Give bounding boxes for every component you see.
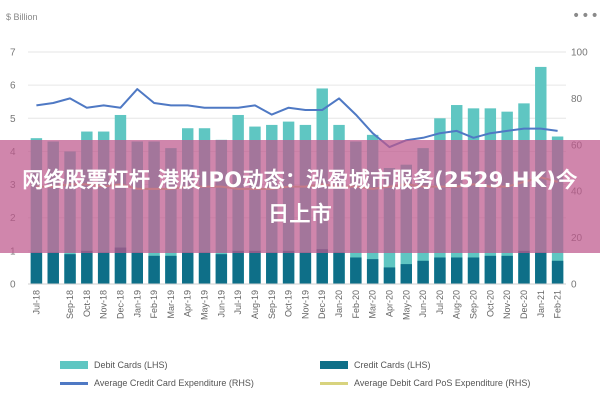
overlay-banner: 网络股票杠杆 港股IPO动态：泓盈城市服务(2529.HK)今日上市 [0,140,600,253]
legend-swatch-debit [60,361,88,369]
bar-credit [97,252,110,284]
legend-item-credit: Credit Cards (LHS) [320,360,431,370]
right-axis-tick-label: 100 [571,48,588,59]
legend: Debit Cards (LHS) Credit Cards (LHS) Ave… [0,356,600,396]
x-axis-tick-label: Dec-18 [115,290,125,319]
bar-credit [215,254,228,284]
bar-credit [30,252,43,284]
bar-credit [451,257,463,284]
bar-credit [131,252,143,284]
bar-credit [232,250,244,284]
x-axis-tick-label: May-19 [200,290,210,320]
x-axis-tick-label: Aug-20 [452,290,462,319]
x-axis-tick-label: Aug-19 [250,290,260,319]
left-axis-tick-label: 5 [10,114,16,125]
x-axis-tick-label: Jan-19 [132,290,142,318]
x-axis-tick-label: Sep-18 [65,290,75,319]
bar-credit [417,260,429,284]
bar-credit [350,257,362,284]
x-axis-tick-label: Jan-21 [536,290,546,318]
x-axis-tick-label: Nov-20 [502,290,512,319]
bar-credit [266,252,278,284]
bar-credit [518,250,530,284]
x-axis-tick-label: Feb-20 [351,290,361,319]
right-axis-tick-label: 0 [571,280,577,291]
bar-credit [47,252,59,284]
bar-credit [535,252,547,284]
right-axis-tick-label: 80 [571,94,583,105]
x-axis-tick-label: Dec-20 [519,290,529,319]
left-axis-unit: $ Billion [6,12,38,22]
x-axis-tick-label: Mar-19 [166,290,176,319]
banner-text: 网络股票杠杆 港股IPO动态：泓盈城市服务(2529.HK)今日上市 [22,167,578,226]
bar-credit [198,252,211,284]
bar-credit [434,257,446,284]
x-axis-tick-label: Jan-20 [334,290,344,318]
legend-item-avg-debit: Average Debit Card PoS Expenditure (RHS) [320,378,530,388]
bar-credit [551,260,564,284]
bar-credit [333,252,345,284]
bar-credit [81,250,93,284]
bar-credit [249,250,261,284]
x-axis-tick-label: Jun-19 [216,290,226,318]
x-axis-tick-label: Jul-19 [233,290,243,315]
x-axis-tick-label: Nov-19 [300,290,310,319]
legend-label-avg-debit: Average Debit Card PoS Expenditure (RHS) [354,378,531,388]
axes: 01234567020406080100Jul-18Sep-18Oct-18No… [10,48,588,321]
legend-label-avg-credit: Average Credit Card Expenditure (RHS) [94,378,254,388]
bar-credit [114,247,127,284]
x-axis-tick-label: Jun-20 [418,290,428,318]
x-axis-tick-label: Oct-20 [485,290,495,317]
x-axis-tick-label: Oct-18 [82,290,92,317]
bar-credit [400,264,412,284]
x-axis-tick-label: Nov-18 [99,290,109,319]
x-axis-tick-label: May-20 [401,290,411,320]
x-axis-tick-label: Apr-20 [384,290,394,317]
left-axis-tick-label: 6 [10,81,16,92]
x-axis-tick-label: Jul-18 [31,290,41,315]
legend-swatch-avg-debit [320,381,348,385]
legend-item-debit: Debit Cards (LHS) [60,360,168,370]
legend-item-avg-credit: Average Credit Card Expenditure (RHS) [60,378,254,388]
legend-swatch-credit [320,361,348,369]
x-axis-tick-label: Oct-19 [284,290,294,317]
legend-label-debit: Debit Cards (LHS) [94,360,168,370]
bar-credit [299,252,312,284]
x-axis-tick-label: Jul-20 [435,290,445,315]
x-axis-tick-label: Apr-19 [183,290,193,317]
x-axis-tick-label: Mar-20 [368,290,378,319]
x-axis-tick-label: Feb-21 [553,290,563,319]
bar-credit [316,249,328,284]
bar-credit [467,257,480,284]
bar-credit [165,255,177,284]
bar-credit [484,255,497,284]
x-axis-tick-label: Dec-19 [317,290,327,319]
x-axis-tick-label: Sep-19 [267,290,277,319]
more-options-icon[interactable]: ••• [572,8,600,24]
left-axis-tick-label: 0 [10,280,16,291]
left-axis-tick-label: 7 [10,48,16,59]
line-avg-credit [36,88,558,149]
bar-credit [501,255,513,284]
bar-credit [182,252,194,284]
x-axis-tick-label: Feb-19 [149,290,159,319]
bar-credit [282,250,295,284]
x-axis-tick-label: Sep-20 [469,290,479,319]
bar-credit [366,259,379,284]
bar-credit [383,267,396,284]
legend-label-credit: Credit Cards (LHS) [354,360,431,370]
legend-swatch-avg-credit [60,381,88,385]
bar-credit [148,255,160,284]
bar-credit [64,254,76,284]
